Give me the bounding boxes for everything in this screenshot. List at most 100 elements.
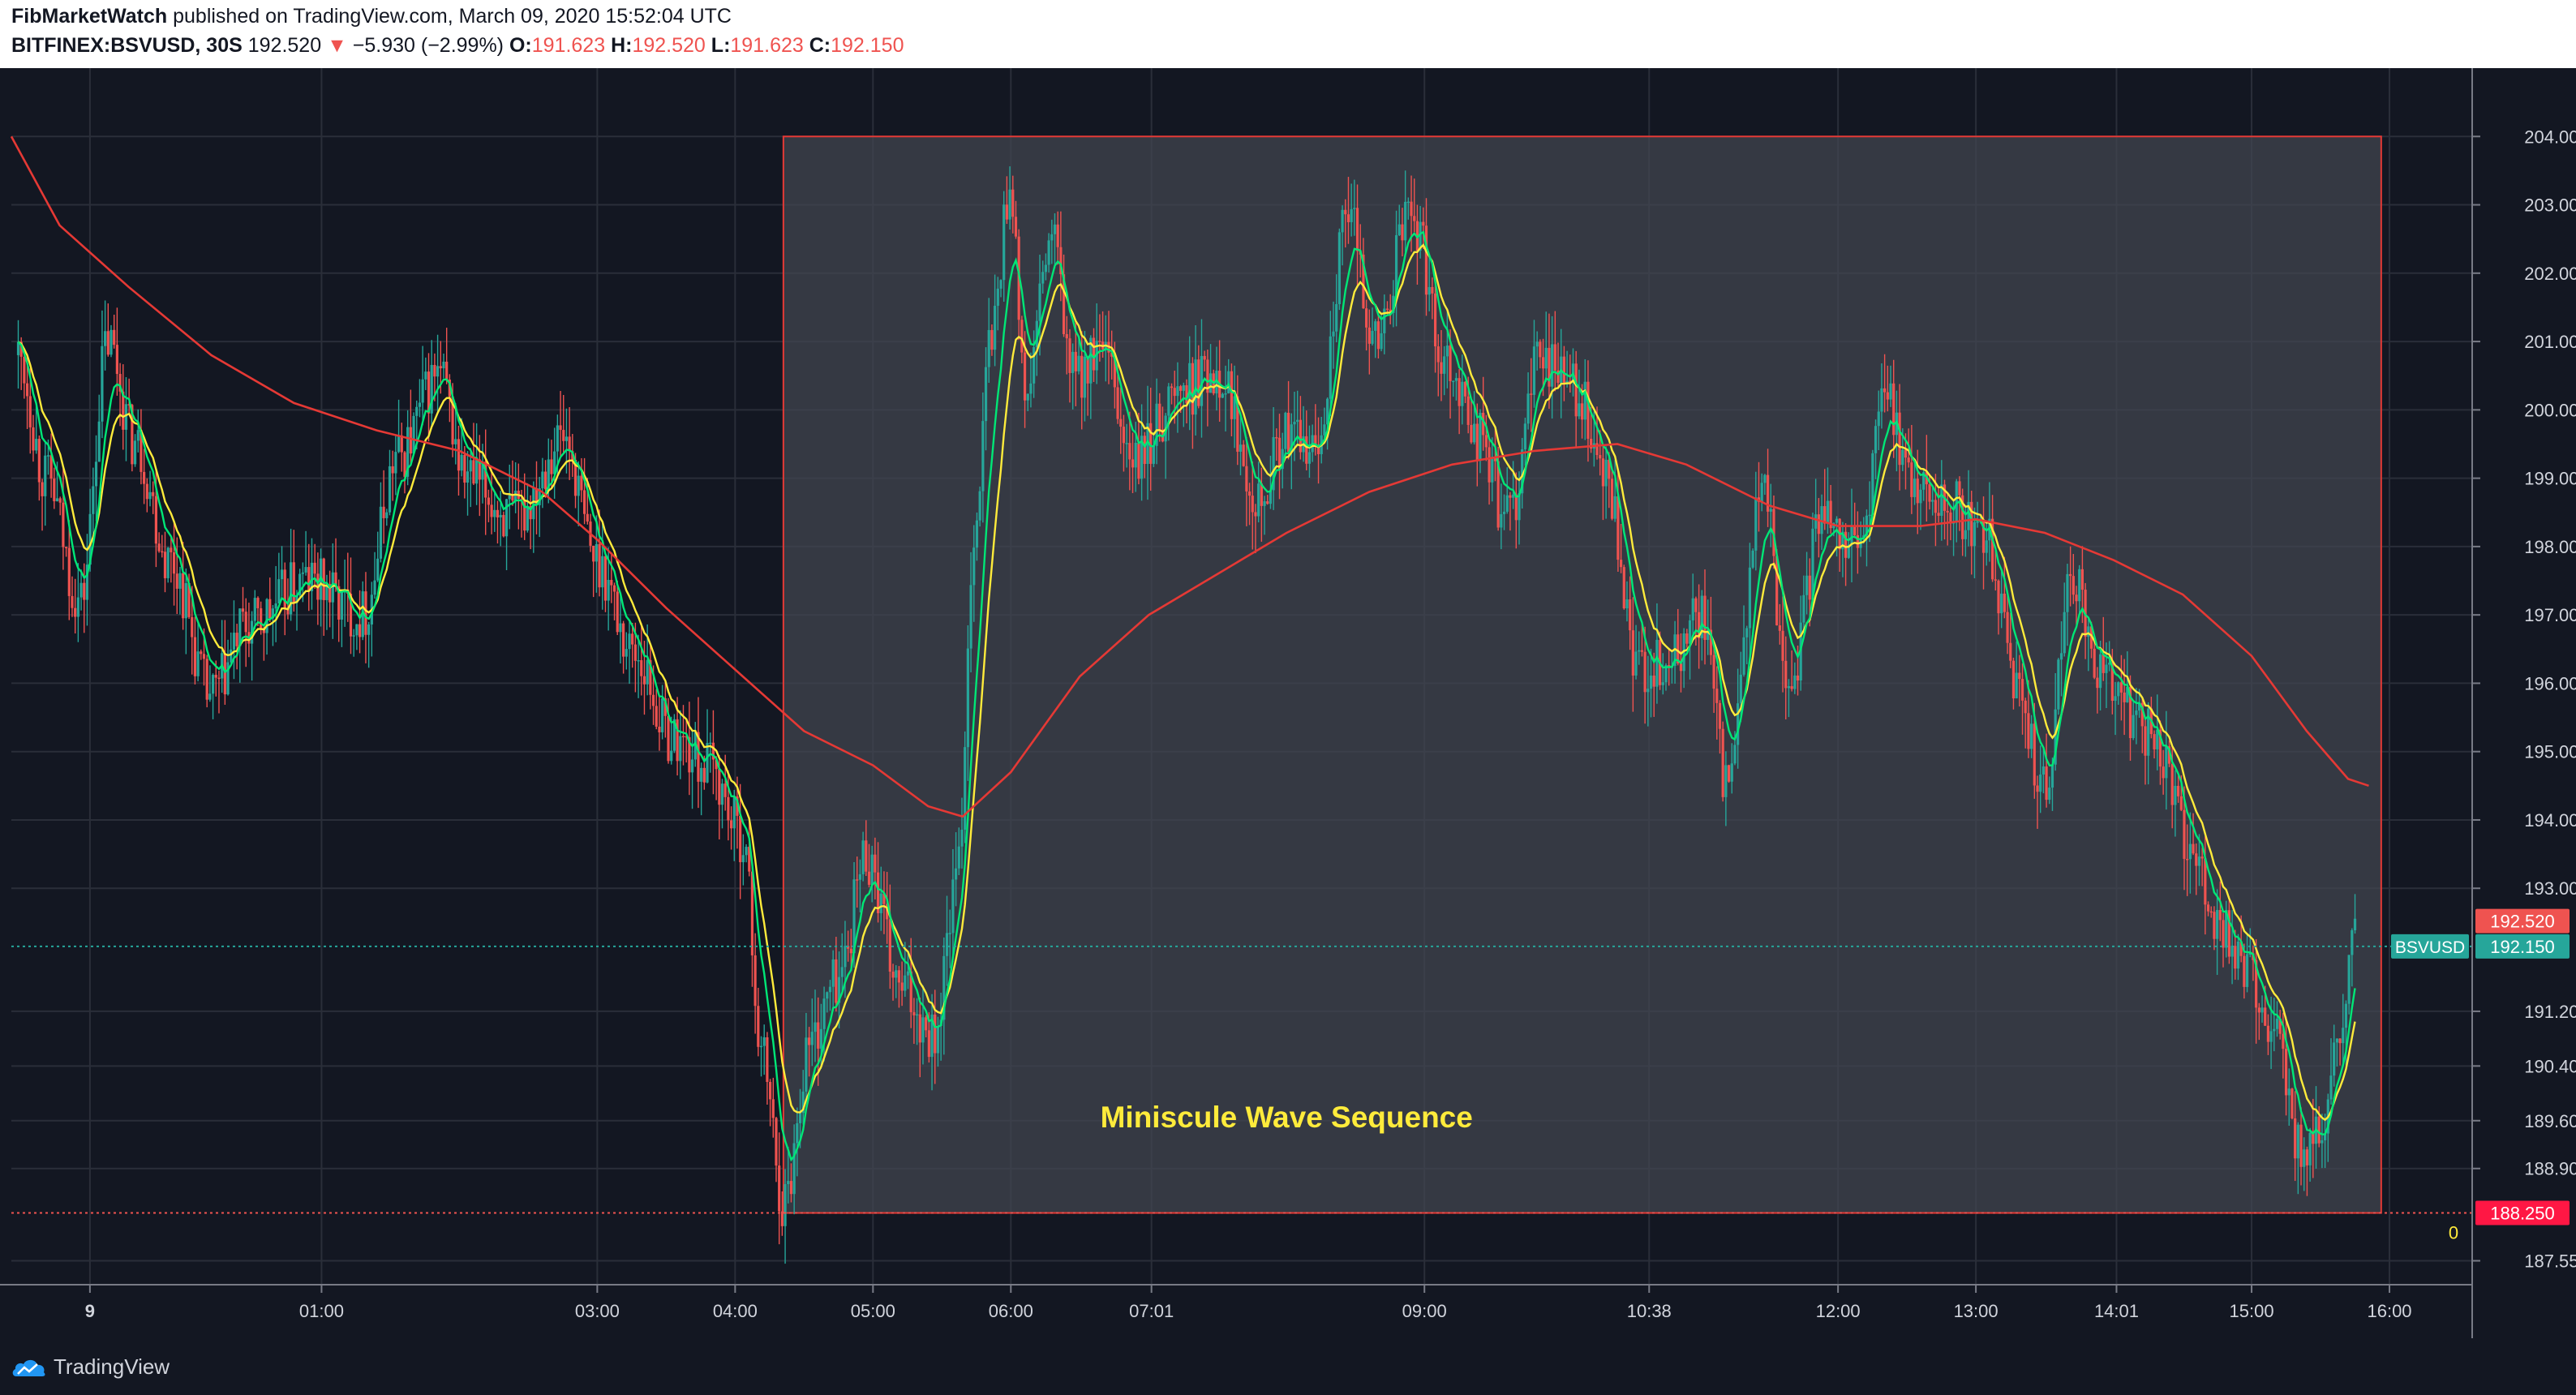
candle-body	[217, 677, 221, 680]
high-price-badge: 192.520	[2490, 912, 2555, 932]
candle-body	[729, 820, 733, 829]
candle-body	[2069, 573, 2072, 577]
candle-body	[1470, 424, 1473, 443]
candle-body	[1541, 357, 1545, 369]
candle-body	[37, 439, 41, 483]
candle-body	[646, 659, 649, 685]
candle-body	[1853, 526, 1857, 535]
candle-body	[2227, 910, 2230, 957]
candle-body	[642, 676, 646, 685]
candle-body	[298, 573, 302, 595]
candle-body	[1698, 612, 1701, 638]
candle-body	[1170, 386, 1174, 388]
candle-body	[888, 919, 891, 972]
candle-body	[253, 598, 256, 621]
candle-body	[2216, 910, 2219, 939]
candle-body	[577, 475, 580, 496]
candle-body	[727, 796, 730, 821]
candle-body	[499, 514, 502, 517]
candle-body	[676, 719, 679, 762]
candle-body	[612, 585, 616, 592]
publish-info: FibMarketWatch published on TradingView.…	[11, 5, 732, 28]
candle-body	[64, 547, 68, 548]
candle-body	[603, 556, 608, 601]
candle-body	[2170, 763, 2174, 805]
price-tick-label: 204.000	[2524, 127, 2576, 147]
candle-body	[94, 461, 98, 487]
candle-body	[2200, 856, 2204, 859]
candle-body	[1146, 423, 1149, 465]
candle-body	[2024, 700, 2027, 714]
candle-body	[1293, 422, 1296, 425]
candle-body	[1700, 595, 1703, 638]
candle-body	[2108, 663, 2111, 665]
moving-averages	[10, 135, 2369, 1162]
candle-body	[62, 502, 65, 547]
candle-body	[865, 840, 868, 872]
candle-body	[1443, 356, 1446, 374]
candle-body	[759, 1045, 763, 1048]
candle-body	[238, 608, 242, 646]
candle-body	[484, 461, 487, 498]
candle-body	[355, 624, 358, 636]
candle-body	[1526, 393, 1530, 424]
candle-body	[817, 1022, 820, 1049]
candle-body	[672, 719, 676, 751]
candle-body	[1907, 457, 1910, 463]
candle-body	[391, 466, 394, 474]
price-change: −5.930 (−2.99%)	[352, 34, 504, 57]
candle-body	[1856, 534, 1859, 548]
candle-body	[616, 591, 619, 633]
candle-body	[1955, 481, 1958, 522]
candle-body	[1397, 224, 1401, 235]
candle-body	[157, 543, 161, 552]
candle-body	[1946, 510, 1949, 513]
candle-body	[454, 439, 457, 444]
price-chart[interactable]: 204.000 203.000 202.000 201.000 200.000 199.0…	[0, 68, 2576, 1338]
candle-body	[352, 635, 355, 637]
candle-body	[847, 946, 850, 949]
candle-body	[736, 796, 739, 816]
candle-body	[76, 597, 79, 617]
candle-body	[1580, 403, 1584, 420]
candle-body	[897, 970, 901, 983]
candle-body	[1413, 216, 1416, 221]
candle-body	[972, 547, 976, 586]
candle-body	[442, 361, 445, 369]
high-price-badge-bg	[2475, 908, 2570, 934]
chart-area[interactable]: 204.000 203.000 202.000 201.000 200.000 199.0…	[0, 68, 2576, 1338]
candle-body	[1176, 386, 1179, 397]
candle-body	[1422, 221, 1425, 226]
last-price-badge-bg	[2475, 934, 2570, 959]
candle-body	[1077, 355, 1080, 371]
candle-body	[598, 543, 601, 588]
candle-body	[397, 435, 401, 453]
candle-body	[1251, 496, 1254, 513]
candle-body	[1691, 598, 1694, 620]
tradingview-logo[interactable]: TradingView	[11, 1354, 170, 1380]
candle-body	[909, 971, 912, 1013]
candle-body	[1200, 355, 1204, 406]
candle-body	[610, 580, 613, 586]
time-tick-label: 01:00	[299, 1301, 344, 1321]
candle-body	[115, 345, 118, 375]
candle-body	[241, 608, 245, 612]
candle-body	[999, 280, 1002, 289]
candle-body	[607, 580, 610, 601]
candle-body	[1892, 383, 1896, 436]
candle-body	[109, 329, 113, 355]
candle-body	[1445, 346, 1449, 357]
candle-body	[1640, 650, 1644, 652]
candle-body	[2344, 1003, 2348, 1028]
candle-body	[88, 513, 92, 565]
candle-body	[1685, 633, 1689, 644]
candle-body	[268, 599, 272, 619]
candle-body	[1509, 495, 1512, 498]
candle-body	[2123, 692, 2126, 702]
candle-body	[1595, 443, 1599, 456]
author-name[interactable]: FibMarketWatch	[11, 5, 168, 28]
candle-body	[1898, 412, 1901, 466]
candle-body	[1958, 481, 1961, 496]
candle-body	[2105, 664, 2108, 673]
candle-body	[2089, 626, 2093, 649]
